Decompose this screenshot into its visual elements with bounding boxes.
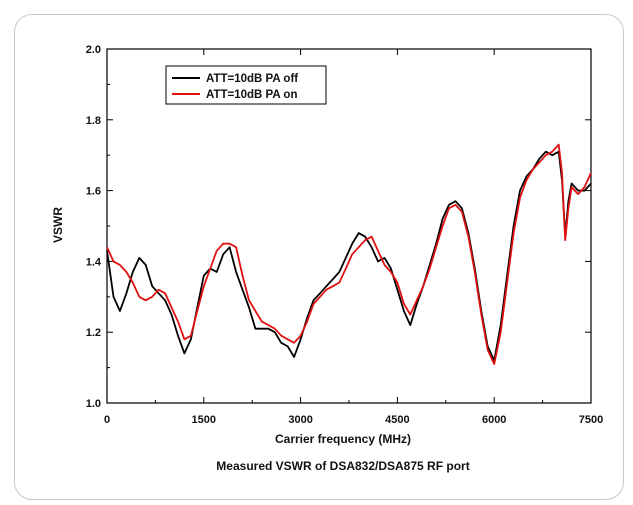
chart-caption: Measured VSWR of DSA832/DSA875 RF port bbox=[216, 459, 469, 473]
y-axis-label: VSWR bbox=[51, 207, 65, 243]
x-axis-label: Carrier frequency (MHz) bbox=[275, 432, 411, 446]
legend-label: ATT=10dB PA on bbox=[206, 89, 297, 101]
x-tick-label: 0 bbox=[104, 414, 110, 426]
y-tick-label: 1.8 bbox=[86, 115, 101, 127]
y-tick-label: 1.2 bbox=[86, 327, 101, 339]
series-line-pa-off bbox=[106, 150, 592, 362]
x-tick-label: 6000 bbox=[482, 414, 506, 426]
x-tick-label: 3000 bbox=[288, 414, 312, 426]
x-tick-label: 1500 bbox=[192, 414, 216, 426]
y-tick-label: 1.0 bbox=[86, 398, 101, 410]
legend-box bbox=[165, 65, 327, 105]
y-tick-label: 1.6 bbox=[86, 186, 101, 198]
x-tick-label: 7500 bbox=[579, 414, 603, 426]
series-line-pa-on bbox=[106, 143, 592, 365]
y-tick-label: 2.0 bbox=[86, 44, 101, 56]
legend-label: ATT=10dB PA off bbox=[206, 73, 298, 85]
x-tick-label: 4500 bbox=[385, 414, 409, 426]
y-tick-label: 1.4 bbox=[86, 256, 102, 268]
